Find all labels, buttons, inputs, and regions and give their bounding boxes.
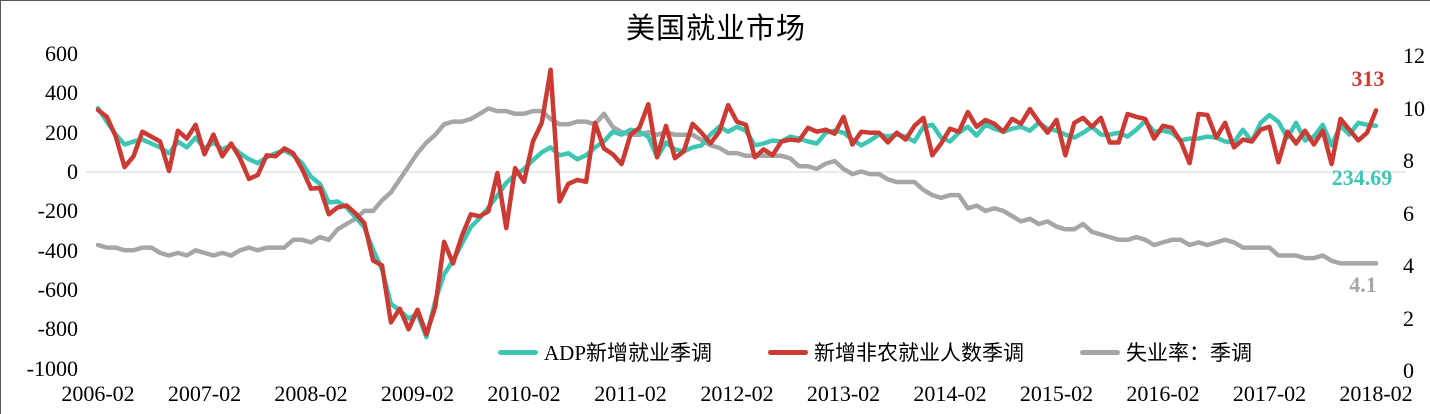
unemployment-line-swatch	[1080, 349, 1121, 355]
left-axis-tick--1000: -1000	[26, 355, 78, 381]
right-axis-tick-6: 6	[1403, 200, 1414, 226]
legend: ADP新增就业季调 新增非农就业人数季调 失业率：季调	[498, 337, 1252, 367]
right-axis-tick-0: 0	[1403, 358, 1414, 383]
legend-item-unemployment: 失业率：季调	[1080, 337, 1252, 367]
x-axis-tick-2018-02: 2018-02	[1339, 381, 1413, 406]
left-axis-tick-400: 400	[45, 80, 78, 106]
x-axis-tick-2012-02: 2012-02	[700, 381, 774, 406]
x-axis-tick-2011-02: 2011-02	[594, 381, 667, 406]
left-axis-tick-600: 600	[45, 41, 78, 66]
x-axis-tick-2009-02: 2009-02	[380, 381, 455, 406]
nonfarm-line	[95, 67, 1379, 337]
x-axis-tick-2007-02: 2007-02	[167, 381, 242, 406]
adp-last-value-label: 234.69	[1331, 165, 1393, 190]
adp-line-swatch	[498, 349, 538, 355]
right-axis-tick-2: 2	[1403, 305, 1414, 331]
right-axis-tick-8: 8	[1403, 148, 1414, 173]
unemployment-last-value-label: 4.1	[1349, 272, 1377, 297]
x-axis-tick-2010-02: 2010-02	[487, 381, 561, 406]
chart-title: 美国就业市场	[625, 13, 806, 45]
nonfarm-line-swatch	[768, 349, 809, 355]
left-axis-tick--200: -200	[37, 198, 78, 224]
x-axis-tick-2017-02: 2017-02	[1232, 381, 1307, 406]
legend-item-adp: ADP新增就业季调	[498, 337, 712, 367]
nonfarm-last-value-label: 313	[1351, 66, 1385, 91]
x-axis-tick-2016-02: 2016-02	[1126, 381, 1200, 406]
right-axis-tick-10: 10	[1403, 95, 1425, 121]
left-axis-tick-200: 200	[45, 119, 78, 145]
right-axis-tick-12: 12	[1403, 43, 1425, 68]
unemployment-line	[95, 106, 1379, 266]
left-axis-tick-0: 0	[67, 159, 78, 184]
legend-label-unemployment: 失业率：季调	[1126, 341, 1253, 365]
left-axis-tick--600: -600	[37, 277, 78, 302]
x-axis-tick-2008-02: 2008-02	[274, 381, 348, 406]
legend-item-nonfarm: 新增非农就业人数季调	[768, 337, 1024, 367]
x-axis-tick-2006-02: 2006-02	[61, 381, 135, 406]
left-axis-tick--400: -400	[37, 237, 78, 263]
x-axis-tick-2013-02: 2013-02	[806, 381, 881, 406]
left-axis-tick--800: -800	[37, 316, 78, 342]
x-axis-tick-2015-02: 2015-02	[1019, 381, 1094, 406]
legend-label-adp: ADP新增就业季调	[544, 341, 713, 365]
x-axis-tick-2014-02: 2014-02	[913, 381, 987, 406]
right-axis-tick-4: 4	[1403, 253, 1414, 278]
legend-label-nonfarm: 新增非农就业人数季调	[814, 341, 1025, 365]
adp-line	[95, 105, 1379, 340]
